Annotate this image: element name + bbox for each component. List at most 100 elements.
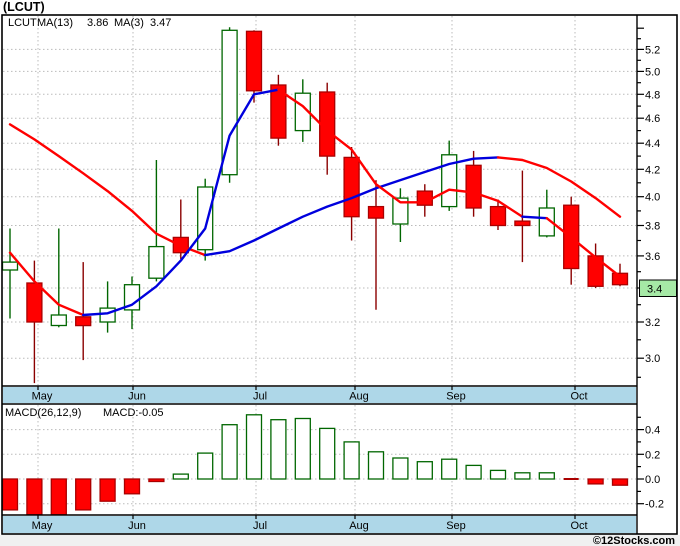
candle bbox=[75, 316, 92, 327]
main-legend: LCUT MA(13) 3.86 MA(3) 3.47 bbox=[8, 17, 171, 29]
month-label: Aug bbox=[349, 520, 369, 532]
candle bbox=[221, 29, 238, 176]
macd-bar bbox=[416, 461, 433, 480]
macd-bar bbox=[514, 472, 531, 480]
month-label: Sep bbox=[446, 391, 466, 403]
macd-bar bbox=[270, 419, 287, 480]
ma13-line bbox=[496, 156, 622, 218]
macd-legend: MACD(26,12,9) MACD:-0.05 bbox=[5, 407, 164, 419]
macd-bar bbox=[50, 478, 67, 516]
ma3-line bbox=[521, 215, 548, 220]
month-band bbox=[3, 387, 636, 403]
macd-bars-layer bbox=[1, 414, 629, 516]
macd-bar bbox=[75, 478, 92, 511]
candle bbox=[441, 154, 458, 208]
candle bbox=[123, 284, 141, 311]
gridlines bbox=[3, 16, 636, 514]
macd-bar bbox=[221, 424, 238, 480]
month-label: May bbox=[32, 520, 53, 532]
macd-bar bbox=[123, 478, 141, 495]
macd-bar bbox=[611, 478, 629, 486]
price-tick-label: 4.2 bbox=[645, 164, 660, 176]
macd-tick-label: 0.0 bbox=[645, 474, 660, 486]
month-label: Jun bbox=[128, 520, 146, 532]
candle bbox=[245, 30, 263, 92]
price-tick-label: 4.4 bbox=[645, 138, 660, 150]
month-label: Jul bbox=[253, 391, 267, 403]
macd-bar bbox=[441, 458, 458, 480]
price-tick-label: 3.8 bbox=[645, 221, 660, 233]
macd-legend-value: MACD:-0.05 bbox=[103, 407, 164, 419]
macd-tick-label: 0.2 bbox=[645, 449, 660, 461]
page-title: (LCUT) bbox=[3, 0, 45, 14]
watermark-link[interactable]: ©12Stocks.com bbox=[593, 535, 675, 546]
macd-bar bbox=[197, 452, 214, 480]
candle bbox=[514, 220, 531, 227]
macd-bar bbox=[489, 469, 507, 480]
price-tick-label: 3.0 bbox=[645, 353, 660, 365]
candle bbox=[148, 245, 165, 279]
candle bbox=[611, 272, 629, 286]
ma13-line bbox=[8, 123, 207, 257]
price-tick-label: 4.6 bbox=[645, 113, 660, 125]
current-price-marker: 3.4 bbox=[639, 279, 677, 297]
macd-bar bbox=[148, 478, 165, 483]
candle bbox=[197, 186, 214, 251]
month-label: Aug bbox=[349, 391, 369, 403]
current-price-label: 3.4 bbox=[647, 284, 662, 296]
macd-bar bbox=[26, 478, 43, 516]
month-label: Jul bbox=[253, 520, 267, 532]
macd-bar bbox=[1, 478, 19, 511]
ma3-line bbox=[545, 216, 622, 278]
macd-bar bbox=[343, 441, 360, 480]
price-tick-label: 4.8 bbox=[645, 89, 660, 101]
ma3-line bbox=[81, 88, 280, 317]
axes-ticks-labels: 3.0 3.2 3.6 3.8 4.0 4.2 4.4 4.6 4.8 5.0 5.2 -0.2 0.0… bbox=[32, 27, 664, 532]
month-label: Jun bbox=[128, 391, 146, 403]
macd-bar bbox=[465, 464, 482, 480]
legend-ma13-label: MA(13) bbox=[37, 17, 73, 29]
candle bbox=[489, 205, 507, 227]
price-tick-label: 4.0 bbox=[645, 192, 660, 204]
month-bands bbox=[3, 387, 636, 533]
moving-averages-layer bbox=[8, 88, 622, 317]
candle bbox=[538, 207, 555, 237]
macd-bar bbox=[587, 478, 604, 485]
month-label: Oct bbox=[570, 520, 587, 532]
price-tick-label: 5.0 bbox=[645, 66, 660, 78]
month-label: Sep bbox=[446, 520, 466, 532]
price-tick-label: 5.2 bbox=[645, 44, 660, 56]
current-price-box bbox=[639, 279, 677, 297]
candle bbox=[26, 282, 43, 323]
candle bbox=[392, 197, 409, 225]
candle bbox=[50, 314, 67, 327]
price-tick-label: 3.2 bbox=[645, 317, 660, 329]
legend-ma3-value: 3.47 bbox=[150, 17, 171, 29]
macd-bar bbox=[172, 473, 189, 480]
macd-bar bbox=[538, 472, 555, 480]
candle bbox=[343, 156, 360, 218]
macd-tick-label: 0.4 bbox=[645, 425, 660, 437]
candle bbox=[270, 84, 287, 139]
ma3-line bbox=[277, 88, 524, 218]
macd-bar bbox=[392, 457, 409, 480]
month-band bbox=[3, 516, 636, 533]
macd-bar bbox=[245, 414, 263, 480]
candle bbox=[465, 164, 482, 209]
chart-frame bbox=[1, 14, 678, 535]
month-label: May bbox=[32, 391, 53, 403]
month-label: Oct bbox=[570, 391, 587, 403]
price-tick-label: 3.6 bbox=[645, 251, 660, 263]
legend-ma13-value: 3.86 bbox=[87, 17, 108, 29]
candle bbox=[367, 205, 385, 219]
macd-bar bbox=[99, 478, 116, 502]
ma3-line bbox=[8, 251, 85, 317]
legend-symbol: LCUT bbox=[8, 17, 37, 29]
macd-bar bbox=[367, 451, 385, 480]
macd-tick-label: -0.2 bbox=[645, 499, 664, 511]
macd-bar bbox=[319, 427, 336, 480]
macd-legend-label: MACD(26,12,9) bbox=[5, 407, 81, 419]
candles-layer bbox=[1, 27, 629, 384]
